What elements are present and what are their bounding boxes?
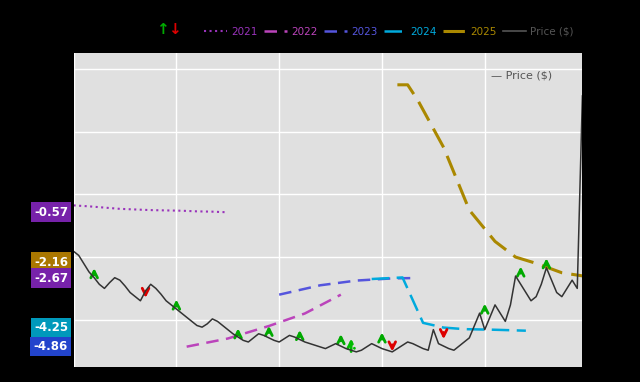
Text: -2.16: -2.16 (34, 256, 68, 269)
Text: -4.25: -4.25 (34, 321, 68, 334)
Text: ↑: ↑ (156, 23, 169, 37)
Text: ↓: ↓ (168, 23, 180, 37)
Text: — Price ($): — Price ($) (491, 70, 552, 80)
Text: -0.57: -0.57 (34, 206, 68, 219)
Text: 36.85: 36.85 (588, 89, 625, 102)
Legend: 2021, 2022, 2023, 2024, 2025, Price ($): 2021, 2022, 2023, 2024, 2025, Price ($) (200, 23, 578, 41)
Text: -2.67: -2.67 (34, 272, 68, 285)
Text: -4.86: -4.86 (34, 340, 68, 353)
